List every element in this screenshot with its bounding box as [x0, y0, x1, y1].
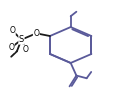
Text: O: O — [23, 45, 29, 54]
Text: O: O — [8, 43, 14, 52]
Text: O: O — [33, 29, 39, 38]
Text: S: S — [19, 35, 24, 44]
Text: O: O — [9, 26, 15, 35]
